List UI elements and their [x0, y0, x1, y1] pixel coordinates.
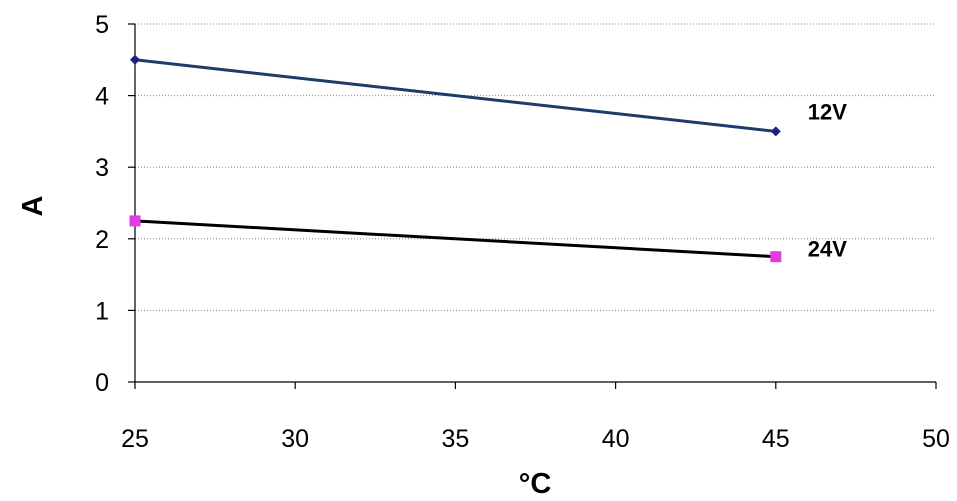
series-label-24v: 24V [808, 237, 847, 262]
x-tick-label: 40 [602, 425, 630, 453]
y-tick-label: 4 [95, 83, 109, 111]
y-axis-title: A [17, 195, 49, 216]
x-tick-label: 35 [441, 425, 469, 453]
y-tick-label: 0 [95, 369, 109, 397]
series-label-12v: 12V [808, 99, 847, 124]
data-point-12v [770, 126, 781, 137]
y-tick-label: 1 [95, 297, 109, 325]
data-point-24v [129, 215, 141, 227]
gridlines [135, 23, 936, 311]
axes [128, 23, 937, 389]
x-axis-title: °C [519, 468, 552, 500]
series-line-24v [134, 219, 776, 259]
series-layer [129, 54, 782, 263]
y-tick-label: 5 [95, 11, 109, 39]
x-tick-label: 50 [922, 425, 950, 453]
y-tick-label: 2 [95, 226, 109, 254]
y-tick-label: 3 [95, 154, 109, 182]
data-point-24v [770, 251, 782, 263]
series-line-12v [134, 58, 776, 133]
data-point-12v [130, 54, 140, 65]
x-tick-label: 30 [281, 425, 309, 453]
x-tick-label: 45 [762, 425, 790, 453]
x-tick-label: 25 [121, 425, 149, 453]
